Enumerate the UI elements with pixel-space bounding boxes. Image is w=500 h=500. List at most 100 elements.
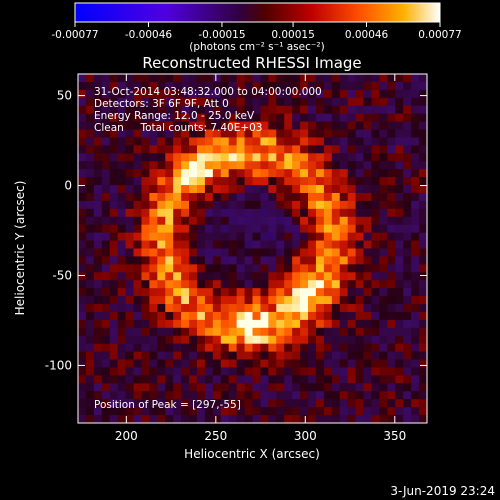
heatmap-cell — [93, 327, 103, 337]
heatmap-cell — [189, 343, 198, 353]
heatmap-cell — [157, 407, 166, 416]
heatmap-cell — [196, 200, 206, 210]
heatmap-cell — [189, 81, 198, 91]
heatmap-cell — [371, 288, 381, 297]
heatmap-cell — [117, 335, 127, 345]
heatmap-cell — [363, 161, 373, 170]
heatmap-cell — [308, 319, 317, 329]
heatmap-cell — [165, 343, 174, 353]
heatmap-cell — [292, 137, 301, 146]
heatmap-cell — [308, 327, 317, 337]
heatmap-cell — [196, 359, 206, 369]
heatmap-cell — [101, 145, 111, 154]
heatmap-cell — [411, 296, 420, 305]
heatmap-cell — [395, 137, 404, 146]
heatmap-cell — [236, 81, 246, 91]
heatmap-cell — [125, 224, 135, 234]
heatmap-cell — [284, 97, 293, 107]
heatmap-cell — [355, 407, 365, 416]
heatmap-cell — [347, 137, 357, 146]
heatmap-cell — [252, 121, 262, 131]
heatmap-cell — [173, 383, 182, 392]
heatmap-cell — [165, 232, 174, 242]
heatmap-cell — [157, 304, 166, 313]
heatmap-cell — [292, 304, 301, 313]
heatmap-cell — [78, 296, 87, 305]
heatmap-cell — [308, 121, 317, 131]
heatmap-cell — [371, 232, 381, 242]
heatmap-cell — [189, 153, 198, 162]
heatmap-cell — [260, 311, 269, 321]
heatmap-cell — [371, 153, 381, 162]
heatmap-cell — [204, 97, 214, 107]
heatmap-cell — [260, 327, 269, 337]
heatmap-cell — [355, 240, 365, 250]
heatmap-cell — [228, 232, 238, 242]
heatmap-cell — [173, 240, 182, 250]
heatmap-cell — [315, 129, 325, 139]
heatmap-cell — [173, 256, 182, 265]
heatmap-cell — [78, 185, 87, 194]
heatmap-cell — [125, 208, 135, 218]
heatmap-cell — [308, 89, 317, 99]
heatmap-cell — [379, 200, 388, 210]
heatmap-cell — [276, 280, 285, 289]
heatmap-cell — [212, 81, 222, 91]
heatmap-cell — [228, 256, 238, 265]
heatmap-cell — [252, 327, 262, 337]
heatmap-cell — [173, 359, 182, 369]
heatmap-cell — [260, 256, 269, 265]
heatmap-cell — [260, 335, 269, 345]
heatmap-cell — [387, 192, 396, 202]
heatmap-cell — [173, 185, 182, 194]
heatmap-cell — [331, 288, 341, 297]
heatmap-cell — [165, 224, 174, 234]
heatmap-cell — [339, 208, 349, 218]
heatmap-cell — [379, 97, 388, 107]
heatmap-cell — [141, 153, 150, 162]
heatmap-cell — [141, 296, 150, 305]
heatmap-cell — [212, 129, 222, 139]
heatmap-cell — [363, 240, 373, 250]
heatmap-cell — [331, 224, 341, 234]
heatmap-cell — [292, 351, 301, 361]
heatmap-cell — [331, 153, 341, 162]
heatmap-cell — [371, 383, 381, 392]
heatmap-cell — [363, 399, 373, 408]
heatmap-cell — [244, 137, 254, 146]
heatmap-cell — [276, 351, 285, 361]
heatmap-cell — [228, 272, 238, 281]
heatmap-cell — [78, 280, 87, 289]
heatmap-cell — [395, 327, 404, 337]
heatmap-cell — [117, 280, 127, 289]
heatmap-cell — [292, 121, 301, 131]
heatmap-cell — [323, 248, 333, 258]
heatmap-cell — [189, 200, 198, 210]
heatmap-cell — [173, 208, 182, 218]
heatmap-cell — [308, 185, 317, 194]
heatmap-cell — [101, 399, 111, 408]
heatmap-cell — [268, 113, 277, 123]
heatmap-cell — [315, 375, 325, 384]
heatmap-cell — [189, 89, 198, 99]
heatmap-cell — [101, 200, 111, 210]
heatmap-cell — [189, 415, 198, 423]
heatmap-cell — [276, 192, 285, 202]
heatmap-cell — [78, 351, 87, 361]
heatmap-cell — [419, 399, 427, 408]
heatmap-cell — [411, 383, 420, 392]
heatmap-cell — [133, 200, 143, 210]
heatmap-cell — [363, 232, 373, 242]
heatmap-cell — [244, 240, 254, 250]
heatmap-cell — [133, 129, 143, 139]
heatmap-cell — [339, 224, 349, 234]
heatmap-cell — [181, 153, 190, 162]
heatmap-cell — [228, 89, 238, 99]
heatmap-cell — [355, 161, 365, 170]
heatmap-cell — [189, 407, 198, 416]
heatmap-cell — [228, 407, 238, 416]
heatmap-cell — [133, 192, 143, 202]
heatmap-cell — [109, 81, 119, 91]
heatmap-cell — [363, 185, 373, 194]
heatmap-cell — [284, 224, 293, 234]
